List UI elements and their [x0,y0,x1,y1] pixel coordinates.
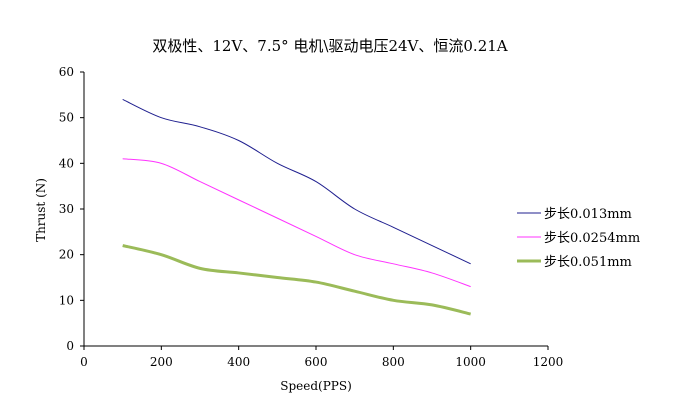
y-tick-label: 20 [59,248,74,262]
y-tick-label: 30 [59,202,74,216]
x-tick-label: 400 [227,355,250,369]
y-tick-label: 40 [59,156,74,170]
x-axis-label: Speed(PPS) [280,379,352,393]
series-line [122,244,472,316]
x-tick-label: 200 [150,355,173,369]
x-tick-label: 0 [80,355,88,369]
chart-title: 双极性、12V、7.5° 电机\驱动电压24V、恒流0.21A [152,37,507,55]
series-line [122,98,471,265]
legend-label: 步长0.0254mm [544,231,640,246]
x-tick-label: 1000 [455,355,486,369]
x-tick-label: 800 [382,355,405,369]
x-tick-label: 600 [305,355,328,369]
x-tick-label: 1200 [533,355,564,369]
y-tick-label: 10 [59,293,74,307]
series-line [122,158,471,288]
y-axis-label: Thrust (N) [34,178,48,242]
y-tick-label: 60 [59,65,74,79]
y-tick-label: 50 [59,111,74,125]
legend-label: 步长0.051mm [544,255,632,270]
legend-label: 步长0.013mm [544,207,632,222]
y-tick-label: 0 [66,339,74,353]
